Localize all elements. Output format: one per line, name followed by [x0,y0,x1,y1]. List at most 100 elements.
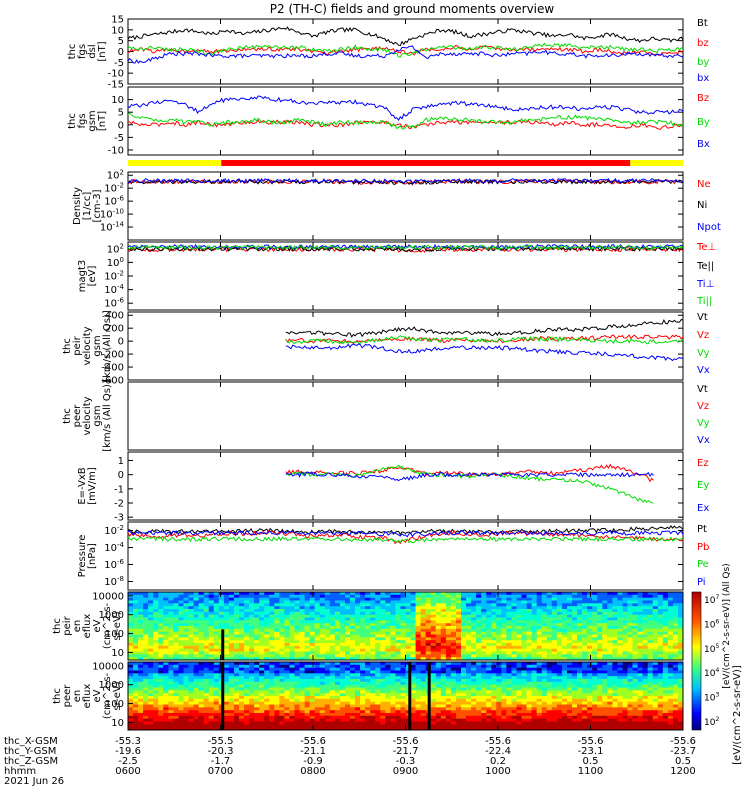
spectrogram-cell [350,620,356,624]
spectrogram-cell [319,617,326,621]
spectrogram-cell [193,721,199,725]
spectrogram-cell [678,592,684,596]
spectrogram-cell [163,600,169,604]
spectrogram-cell [390,701,396,705]
spectrogram-cell [561,657,568,661]
spectrogram-cell [380,690,386,694]
spectrogram-cell [385,718,391,722]
spectrogram-cell [153,667,159,671]
spectrogram-cell [456,651,462,655]
spectrogram-cell [405,592,411,596]
spectrogram-cell [541,707,548,711]
spectrogram-cell [299,609,305,613]
spectrogram-cell [350,592,356,596]
spectrogram-cell [395,727,401,731]
spectrogram-cell [420,626,426,630]
spectrogram-cell [567,654,573,658]
spectrogram-cell [289,643,295,647]
spectrogram-cell [546,696,553,700]
spectrogram-cell [430,715,437,719]
spectrogram-cell [128,654,134,658]
spectrogram-cell [269,710,275,714]
spectrogram-cell [183,690,189,694]
spectrogram-cell [541,690,548,694]
spectrogram-cell [213,643,220,647]
spectrogram-cell [299,679,305,683]
spectrogram-cell [486,721,492,725]
spectrogram-cell [355,592,361,596]
spectrogram-cell [582,597,588,601]
spectrogram-cell [486,620,492,624]
spectrogram-cell [259,606,265,610]
spectrogram-cell [365,592,371,596]
spectrogram-cell [445,651,452,655]
spectrogram-cell [678,597,684,601]
spectrogram-cell [324,631,331,635]
spectrogram-cell [289,654,295,658]
spectrogram-cell [244,679,250,683]
spectrogram-cell [415,609,421,613]
spectrogram-cell [138,606,144,610]
spectrogram-cell [526,600,532,604]
spectrogram-cell [672,654,679,658]
spectrogram-cell [511,631,517,635]
spectrogram-cell [188,715,194,719]
spectrogram-cell [239,681,245,685]
spectrogram-cell [239,724,245,728]
spectrogram-cell [254,654,260,658]
spectrogram-cell [264,696,270,700]
spectrogram-cell [375,634,381,638]
spectrogram-cell [249,628,255,632]
spectrogram-cell [516,687,522,691]
spectrogram-cell [506,600,512,604]
spectrogram-cell [133,684,139,688]
spectrogram-cell [309,651,315,655]
y-axis-label: [nT] [97,41,108,61]
spectrogram-cell [355,704,361,708]
spectrogram-cell [647,637,654,641]
spectrogram-cell [642,648,648,652]
spectrogram-cell [380,597,386,601]
spectrogram-cell [314,600,321,604]
spectrogram-cell [637,611,643,615]
spectrogram-cell [380,698,386,702]
spectrogram-cell [355,667,361,671]
spectrogram-cell [445,727,452,731]
spectrogram-cell [334,704,341,708]
spectrogram-cell [637,637,643,641]
spectrogram-cell [314,693,321,697]
y-axis-label: fgs [77,113,88,128]
spectrogram-cell [466,701,472,705]
spectrogram-cell [582,651,588,655]
spectrogram-cell [244,631,250,635]
spectrogram-cell [400,648,406,652]
spectrogram-cell [279,617,285,621]
spectrogram-cell [304,609,310,613]
spectrogram-cell [476,704,482,708]
spectrogram-cell [294,637,300,641]
spectrogram-cell [375,640,381,644]
spectrogram-cell [360,643,366,647]
spectrogram-cell [239,614,245,618]
spectrogram-cell [461,670,467,674]
spectrogram-cell [561,645,568,649]
spectrogram-cell [350,623,356,627]
spectrogram-cell [198,600,204,604]
spectrogram-cell [461,676,467,680]
spectrogram-cell [228,681,235,685]
spectrogram-cell [173,606,179,610]
spectrogram-cell [239,704,245,708]
spectrogram-cell [203,693,210,697]
spectrogram-cell [314,684,321,688]
spectrogram-cell [385,626,391,630]
spectrogram-cell [203,648,210,652]
spectrogram-cell [415,592,421,596]
spectrogram-cell [556,617,563,621]
spectrogram-cell [466,643,472,647]
spectrogram-cell [435,673,442,677]
spectrogram-cell [168,654,174,658]
spectrogram-cell [430,651,437,655]
spectrogram-cell [198,657,204,661]
spectrogram-cell [597,626,603,630]
spectrogram-cell [158,693,164,697]
